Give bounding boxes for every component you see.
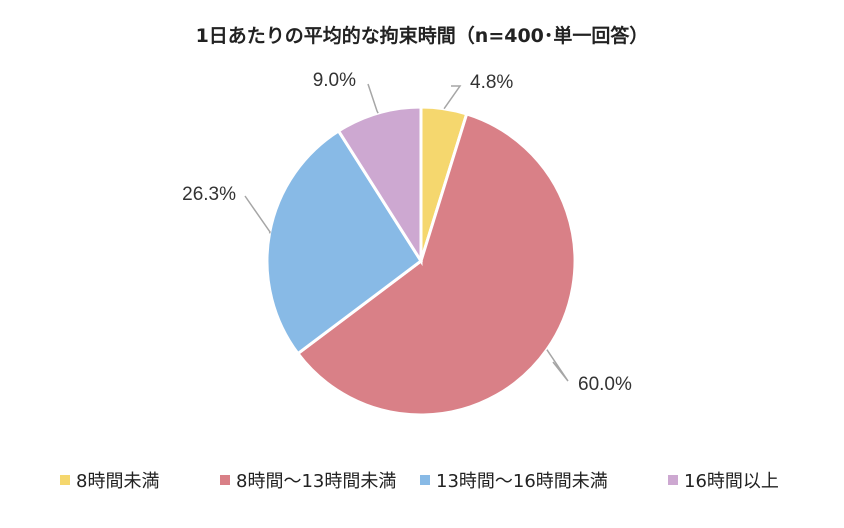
- data-label-2: 60.0%: [578, 374, 632, 395]
- leader-lines: [244, 83, 569, 382]
- data-label-4: 9.0%: [313, 70, 356, 91]
- legend-label-1: 8時間未満: [76, 471, 159, 492]
- leader-line-4: [367, 83, 379, 114]
- pie-slice-2: [295, 112, 577, 417]
- data-labels: 4.8% 60.0% 26.3% 9.0%: [182, 70, 632, 395]
- leader-line-2: [546, 349, 569, 382]
- legend-swatch-4: [668, 475, 678, 485]
- leader-line-1: [443, 85, 462, 110]
- pie-slice-4: [336, 105, 423, 267]
- legend-label-3: 13時間～16時間未満: [436, 471, 608, 492]
- legend: 8時間未満 8時間～13時間未満 13時間～16時間未満 16時間以上: [60, 471, 779, 492]
- legend-swatch-1: [60, 475, 70, 485]
- data-label-3: 26.3%: [182, 184, 236, 205]
- chart-title: 1日あたりの平均的な拘束時間（n=400･単一回答）: [196, 24, 649, 47]
- legend-label-4: 16時間以上: [684, 471, 779, 492]
- pie-slices: [265, 105, 577, 417]
- data-label-1: 4.8%: [470, 72, 513, 93]
- legend-swatch-3: [420, 475, 430, 485]
- legend-label-2: 8時間～13時間未満: [236, 471, 396, 492]
- leader-line-3: [244, 195, 271, 234]
- legend-swatch-2: [220, 475, 230, 485]
